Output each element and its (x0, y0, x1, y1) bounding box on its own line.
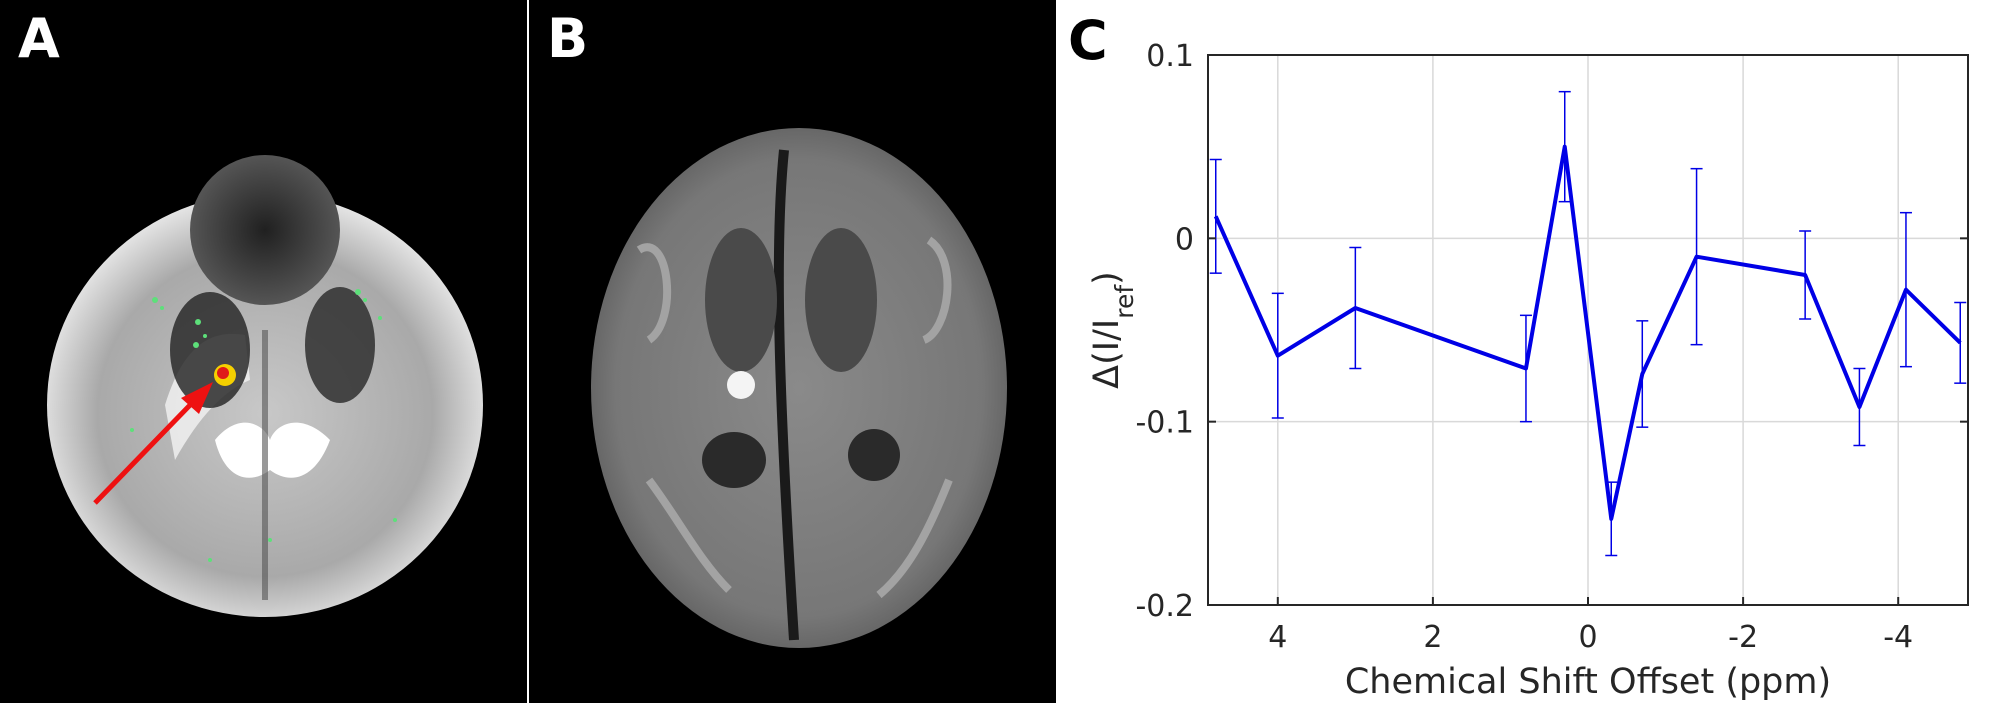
flair-mri-image (591, 128, 1007, 648)
panel-c-chart: C 4 2 0 -2 -4 0.1 0 -0.1 -0.2 Chemical Shift Off… (1058, 0, 1993, 703)
y-tick-label: 0.1 (1146, 39, 1194, 74)
panel-letter-a: A (18, 7, 60, 70)
frontal-dark-region (190, 155, 340, 305)
x-tick-label: 2 (1423, 620, 1442, 655)
y-tick-label: -0.1 (1135, 406, 1194, 441)
panel-letter-b: B (547, 7, 589, 70)
y-axis-label-main: Δ(I/I (1087, 319, 1127, 389)
midline (262, 330, 268, 600)
activation-speckles (130, 289, 397, 562)
mri-overlay-image (47, 155, 483, 617)
right-ventricle-horn (848, 429, 900, 481)
lesion-overlay-core (217, 367, 229, 379)
right-basal-region (805, 228, 877, 372)
x-tick-label: -2 (1728, 620, 1758, 655)
interhemispheric-fissure (773, 149, 799, 641)
left-basal-region (705, 228, 777, 372)
series-line (1213, 144, 1962, 521)
chemical-shift-chart: 4 2 0 -2 -4 0.1 0 -0.1 -0.2 Chemical Shift Offse… (1087, 39, 1969, 702)
left-ventricle-horn (702, 432, 766, 488)
x-tick-label: 4 (1268, 620, 1287, 655)
y-axis-label-subscript: ref (1110, 284, 1139, 319)
y-tick-label: 0 (1175, 222, 1194, 257)
y-axis-label-close: ) (1087, 271, 1127, 285)
y-axis-label: Δ(I/Iref) (1087, 271, 1139, 389)
series-layer (1209, 90, 1967, 557)
x-tick-label: 0 (1578, 620, 1597, 655)
panel-a-mri-overlay: A (0, 0, 527, 703)
cortical-folds (636, 236, 953, 599)
y-tick-label: -0.2 (1135, 589, 1194, 624)
brain-slice-b (591, 128, 1007, 648)
arrow-shaft (93, 400, 195, 505)
tick-labels: 4 2 0 -2 -4 0.1 0 -0.1 -0.2 (1135, 39, 1968, 655)
x-tick-label: -4 (1883, 620, 1913, 655)
panel-b-flair-mri: B (529, 0, 1056, 703)
right-basal-ganglia (305, 287, 375, 403)
panel-letter-c: C (1068, 9, 1108, 72)
arrow-head (181, 382, 213, 414)
left-basal-ganglia (170, 292, 250, 408)
ventricles (215, 422, 330, 478)
hyperintense-lesion (727, 371, 755, 399)
x-axis-label: Chemical Shift Offset (ppm) (1345, 662, 1831, 702)
